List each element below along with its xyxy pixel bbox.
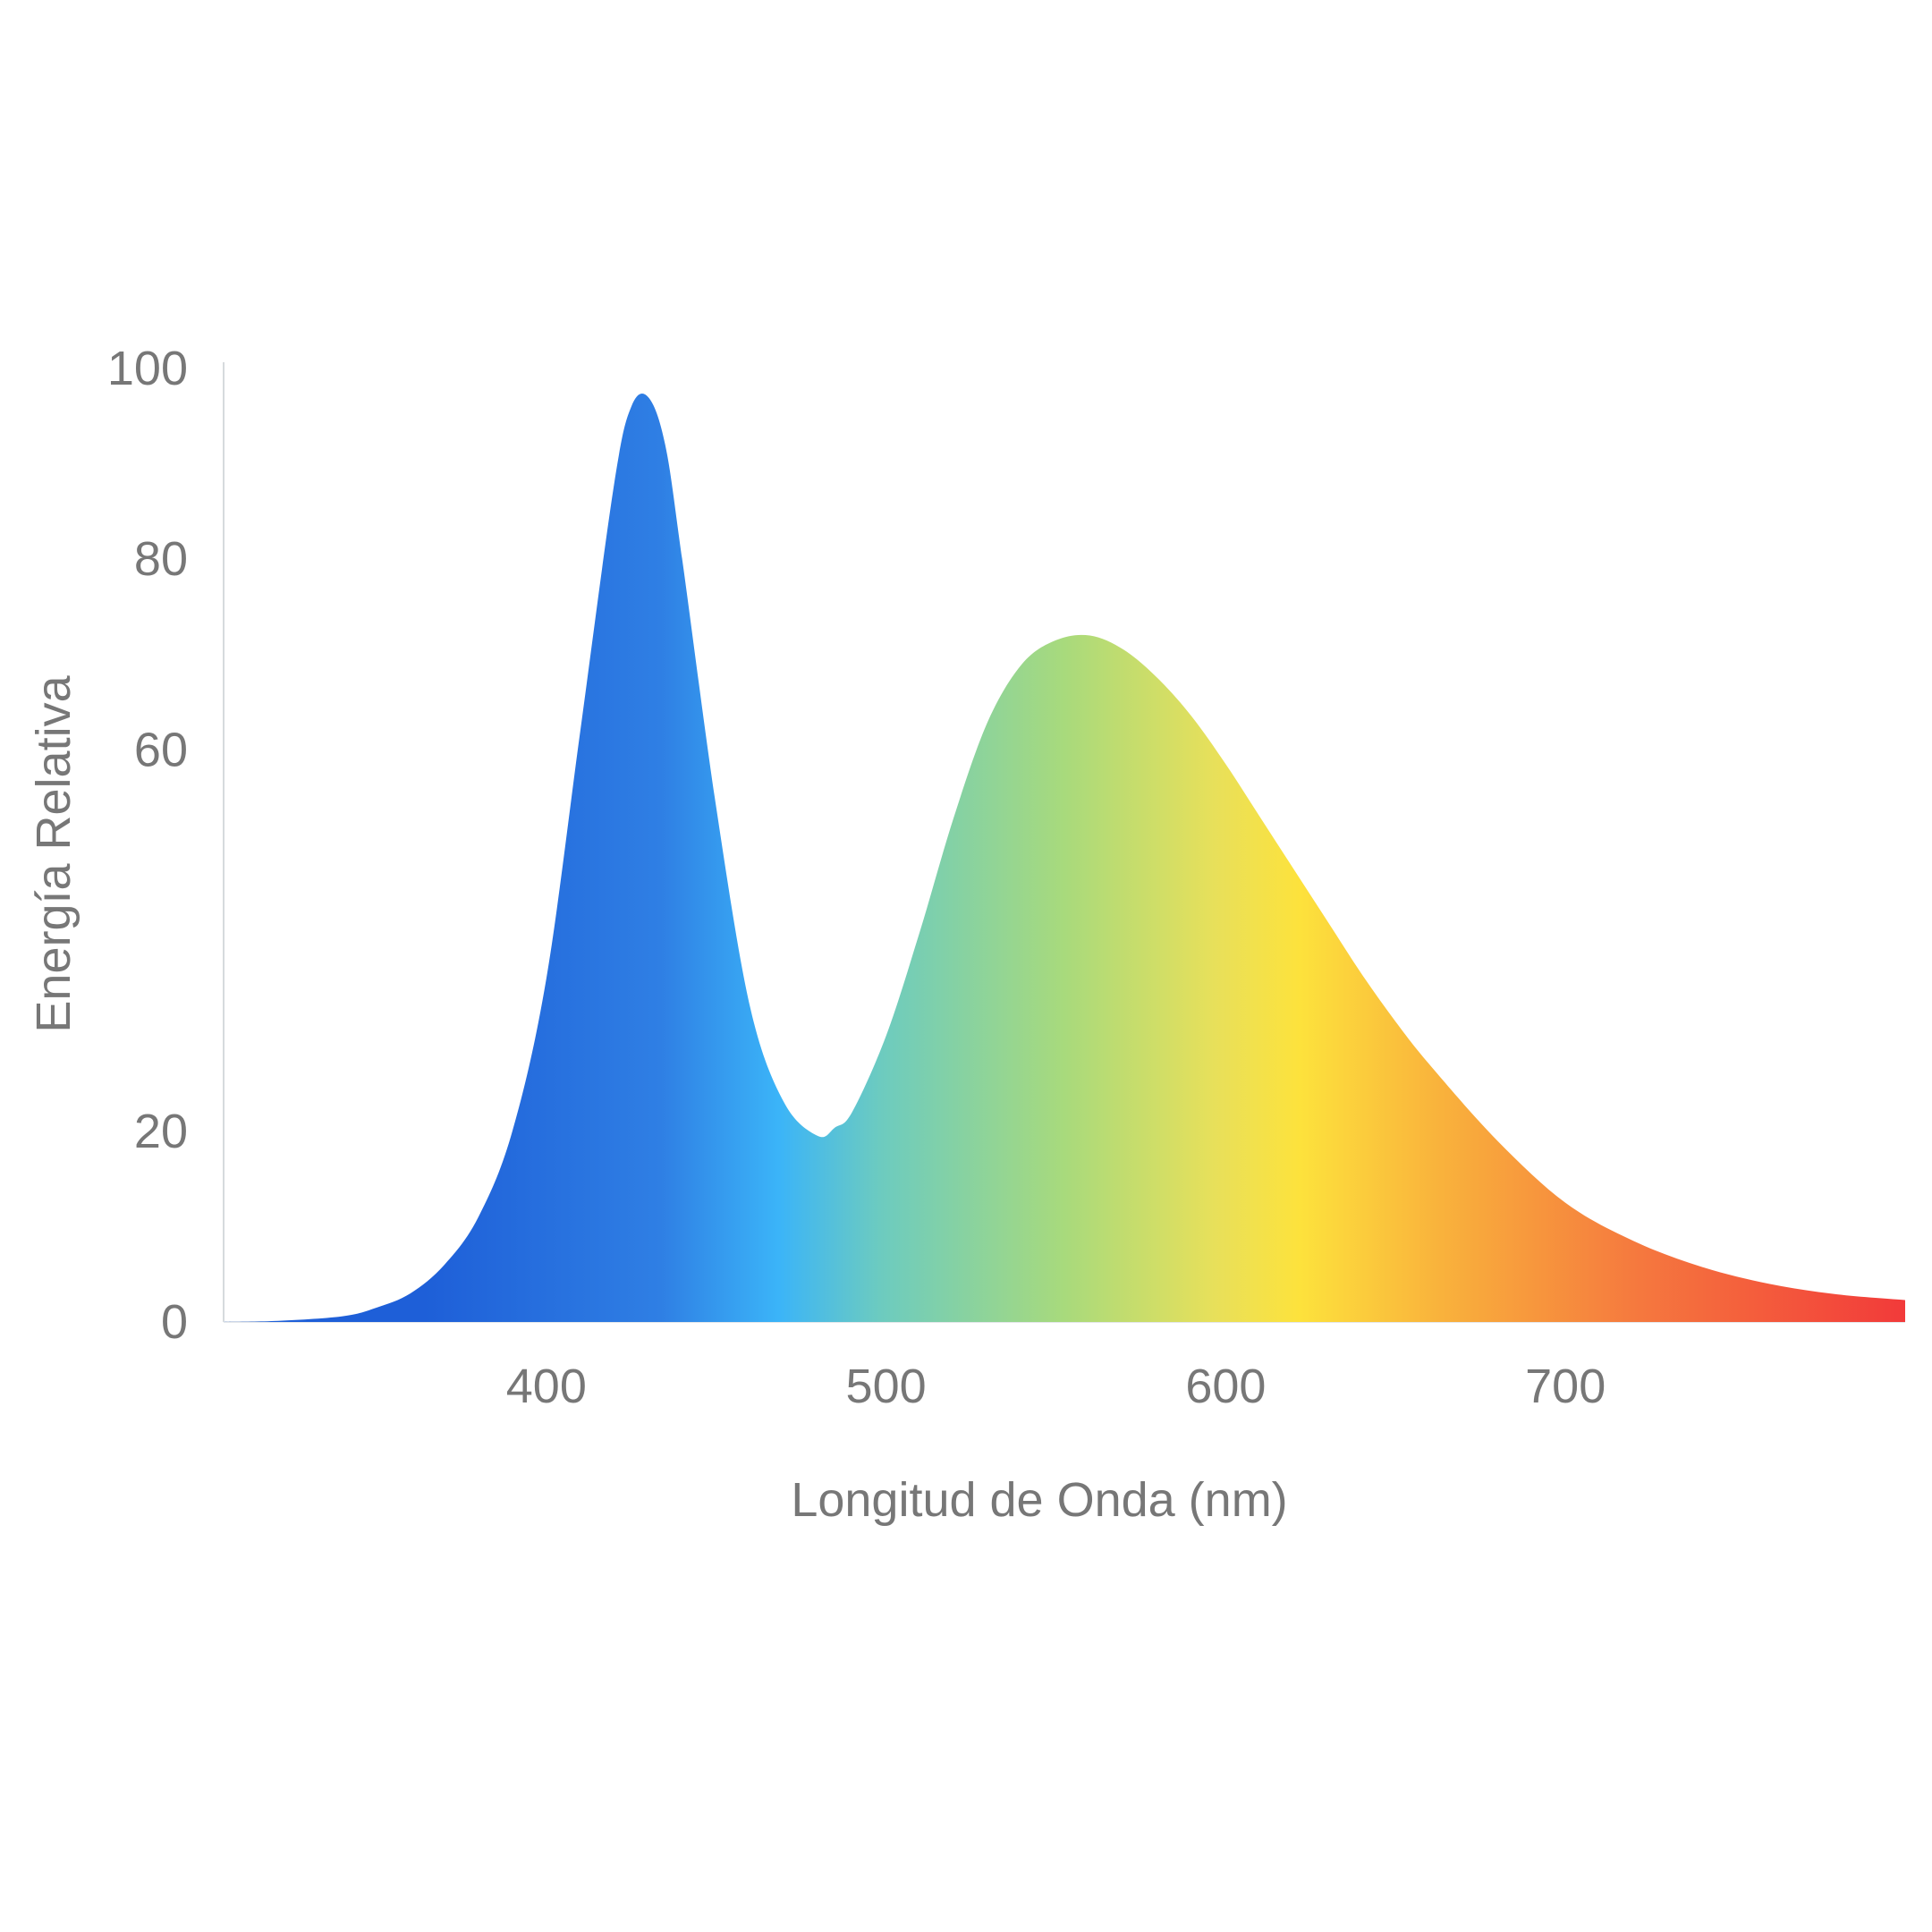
x-tick-label: 600 bbox=[1185, 1360, 1266, 1413]
y-tick-label: 80 bbox=[134, 532, 188, 586]
x-tick-label: 700 bbox=[1525, 1360, 1606, 1413]
y-axis-ticks: 0 20 60 80 100 bbox=[107, 342, 188, 1349]
y-tick-label: 20 bbox=[134, 1105, 188, 1158]
x-axis-ticks: 400 500 600 700 bbox=[506, 1360, 1606, 1413]
y-tick-label: 60 bbox=[134, 723, 188, 776]
x-tick-label: 400 bbox=[506, 1360, 587, 1413]
y-tick-label: 0 bbox=[161, 1295, 188, 1349]
y-tick-label: 100 bbox=[107, 342, 188, 395]
x-axis-title: Longitud de Onda (nm) bbox=[791, 1473, 1287, 1527]
y-axis-title: Energía Relativa bbox=[27, 674, 80, 1032]
spectrum-area bbox=[224, 394, 1905, 1322]
x-tick-label: 500 bbox=[846, 1360, 927, 1413]
